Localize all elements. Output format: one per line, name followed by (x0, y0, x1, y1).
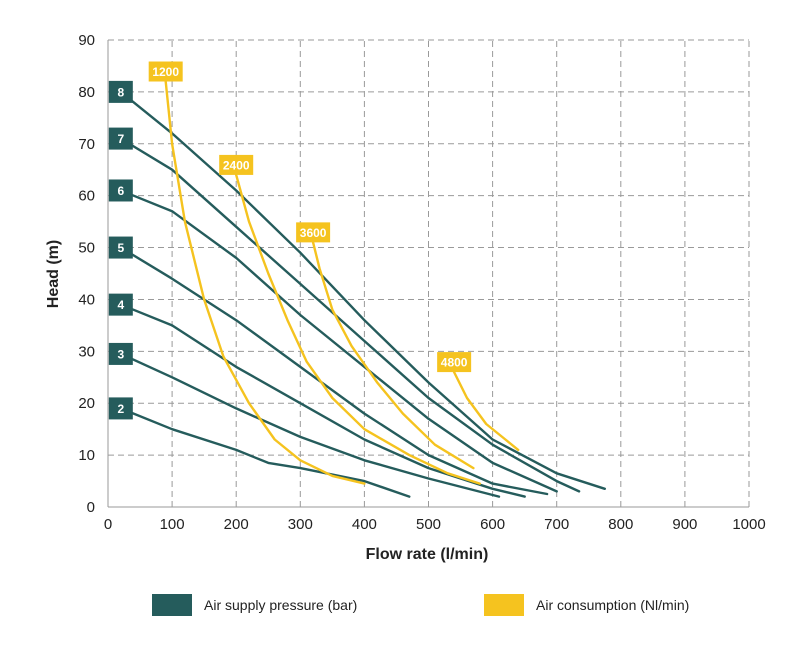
pressure-label-box (108, 342, 133, 365)
air-consumption-curves (164, 80, 520, 485)
pressure-label-text: 8 (117, 85, 124, 99)
consumption-label-box (437, 352, 472, 373)
legend-label-pressure: Air supply pressure (bar) (204, 597, 357, 613)
pressure-label-box (108, 236, 133, 259)
y-axis-title: Head (m) (45, 240, 62, 308)
consumption-curve-1200 (164, 80, 366, 485)
consumption-curve-3600 (311, 241, 475, 470)
y-tick-label: 90 (78, 32, 95, 49)
y-tick-label: 60 (78, 188, 95, 205)
pressure-label-text: 4 (117, 298, 124, 312)
grid (107, 39, 750, 508)
y-tick-label: 70 (78, 136, 95, 153)
curve-labels: 8 7 6 5 4 3 2 1200 2400 3600 4800 (108, 61, 472, 420)
consumption-label-text: 3600 (300, 226, 327, 240)
x-tick-label: 500 (416, 516, 441, 533)
pressure-curve-6 (119, 189, 558, 493)
tick-labels: 0 100 200 300 400 500 600 700 800 900 1000 0 10 20 30 4… (78, 32, 765, 533)
pressure-curve-4 (119, 303, 526, 498)
consumption-label-4800: 4800 (437, 352, 472, 373)
pressure-label-box (108, 179, 133, 202)
pressure-label-7: 7 (108, 127, 133, 150)
pressure-label-3: 3 (108, 342, 133, 365)
consumption-label-box (219, 154, 254, 175)
consumption-curve-4800 (452, 370, 520, 452)
y-tick-label: 20 (78, 395, 95, 412)
pressure-label-6: 6 (108, 179, 133, 202)
y-tick-label: 50 (78, 240, 95, 257)
x-axis-title: Flow rate (l/min) (366, 546, 489, 563)
legend-swatch-consumption (484, 594, 524, 616)
pressure-label-text: 6 (117, 184, 124, 198)
y-tick-label: 0 (87, 499, 95, 516)
y-tick-label: 30 (78, 343, 95, 360)
pressure-curve-8 (119, 90, 606, 490)
pressure-label-box (108, 293, 133, 316)
consumption-label-box (296, 222, 331, 243)
pressure-label-8: 8 (108, 80, 133, 103)
consumption-label-box (148, 61, 183, 82)
consumption-label-text: 1200 (152, 65, 179, 79)
consumption-label-1200: 1200 (148, 61, 183, 82)
consumption-label-text: 4800 (441, 356, 468, 370)
legend: Air supply pressure (bar) Air consumptio… (152, 594, 689, 616)
pressure-curve-7 (119, 137, 581, 493)
pressure-label-4: 4 (108, 293, 133, 316)
air-supply-pressure-curves (119, 90, 606, 498)
x-tick-label: 1000 (732, 516, 765, 533)
pressure-label-2: 2 (108, 397, 133, 420)
x-tick-label: 100 (160, 516, 185, 533)
pressure-curve-2 (119, 407, 411, 498)
pressure-label-text: 5 (117, 241, 124, 255)
consumption-curve-2400 (235, 173, 481, 485)
pressure-label-box (108, 127, 133, 150)
x-tick-label: 400 (352, 516, 377, 533)
legend-swatch-pressure (152, 594, 192, 616)
x-tick-label: 0 (104, 516, 112, 533)
consumption-label-2400: 2400 (219, 154, 254, 175)
pressure-label-text: 2 (117, 402, 124, 416)
pressure-label-box (108, 80, 133, 103)
y-tick-label: 40 (78, 291, 95, 308)
x-tick-label: 600 (480, 516, 505, 533)
x-tick-label: 200 (224, 516, 249, 533)
pressure-label-box (108, 397, 133, 420)
x-tick-label: 900 (672, 516, 697, 533)
pressure-label-5: 5 (108, 236, 133, 259)
consumption-label-text: 2400 (223, 158, 250, 172)
pressure-curve-5 (119, 246, 549, 496)
legend-label-consumption: Air consumption (Nl/min) (536, 597, 689, 613)
x-tick-label: 800 (608, 516, 633, 533)
x-tick-label: 300 (288, 516, 313, 533)
pressure-curve-3 (119, 352, 501, 498)
consumption-label-3600: 3600 (296, 222, 331, 243)
pressure-label-text: 3 (117, 347, 124, 361)
y-tick-label: 10 (78, 447, 95, 464)
pressure-label-text: 7 (117, 132, 124, 146)
y-tick-label: 80 (78, 84, 95, 101)
x-tick-label: 700 (544, 516, 569, 533)
